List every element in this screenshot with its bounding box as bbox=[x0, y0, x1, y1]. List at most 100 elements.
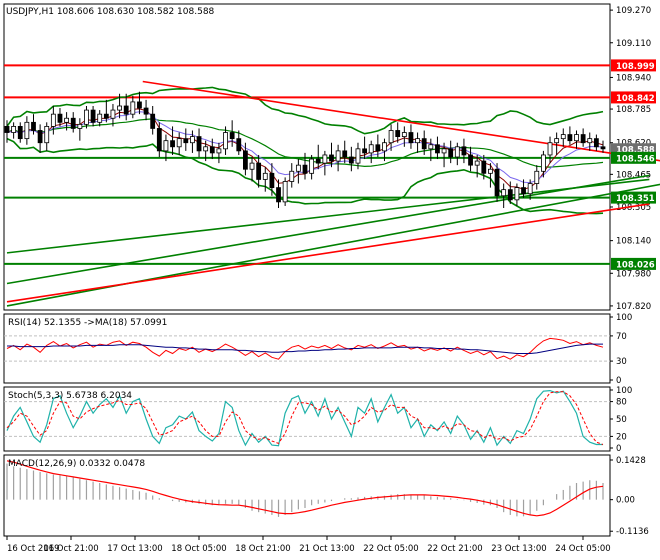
candle-body bbox=[461, 146, 467, 156]
macd-tick-label: -0.1136 bbox=[616, 527, 649, 537]
rsi-tick-label: 70 bbox=[616, 332, 627, 342]
trendline-red bbox=[6, 203, 650, 303]
candle-body bbox=[90, 109, 96, 123]
candle-body bbox=[176, 138, 182, 148]
candle-body bbox=[276, 187, 281, 203]
candle-body bbox=[428, 144, 434, 150]
candle-body bbox=[190, 136, 195, 144]
price-tick-label: 108.140 bbox=[616, 237, 651, 247]
rsi-tick-label: 100 bbox=[616, 313, 632, 323]
candle-body bbox=[501, 189, 507, 197]
candle-body bbox=[137, 101, 142, 109]
stoch-tick-label: 100 bbox=[616, 386, 632, 396]
candle-body bbox=[216, 148, 222, 154]
candle-body bbox=[322, 154, 328, 164]
price-tag-label: 108.546 bbox=[616, 154, 655, 164]
rsi-tick-label: 0 bbox=[616, 376, 621, 386]
candle-body bbox=[494, 168, 500, 197]
candle-body bbox=[580, 134, 586, 144]
price-tick-label: 109.270 bbox=[616, 6, 651, 16]
candle-body bbox=[593, 138, 599, 148]
candle-body bbox=[488, 168, 493, 174]
price-tag-bg bbox=[611, 151, 656, 164]
price-tick-label: 108.465 bbox=[616, 170, 651, 180]
price-tick-label: 108.785 bbox=[616, 105, 651, 115]
macd-tick-label: 0.00 bbox=[616, 496, 635, 506]
candle-body bbox=[448, 148, 454, 158]
price-tag-bg bbox=[611, 59, 656, 72]
candle-body bbox=[196, 136, 202, 152]
time-tick-label: 16 Oct 21:00 bbox=[43, 544, 98, 554]
candle-body bbox=[454, 146, 460, 158]
candle-body bbox=[262, 172, 268, 180]
price-tick-label: 107.980 bbox=[616, 269, 651, 279]
candle-body bbox=[421, 138, 427, 150]
candle-body bbox=[295, 164, 301, 172]
candle-body bbox=[441, 148, 447, 154]
candle-body bbox=[282, 181, 288, 203]
candle-body bbox=[375, 144, 381, 152]
candle-body bbox=[156, 128, 162, 152]
candle-body bbox=[123, 105, 129, 115]
candle-body bbox=[4, 126, 10, 133]
candle-body bbox=[600, 146, 606, 150]
rsi-info-label: RSI(14) 52.1355 ->MA(18) 57.0991 bbox=[8, 318, 167, 328]
candle-body bbox=[77, 123, 83, 129]
candle-body bbox=[183, 138, 189, 144]
candle-body bbox=[587, 138, 593, 144]
candle-body bbox=[408, 132, 414, 144]
candle-body bbox=[269, 172, 275, 189]
candle-body bbox=[507, 189, 513, 201]
candle-body bbox=[130, 101, 136, 115]
trendline-green bbox=[6, 178, 650, 254]
symbol-info-label: USDJPY,H1 108.606 108.630 108.582 108.58… bbox=[6, 7, 215, 17]
candle-body bbox=[249, 162, 255, 170]
candle-body bbox=[84, 109, 89, 125]
candle-body bbox=[117, 105, 122, 111]
candle-body bbox=[170, 140, 175, 148]
candle-body bbox=[368, 144, 374, 154]
candle-body bbox=[435, 144, 440, 154]
price-tag-label: 108.842 bbox=[616, 94, 655, 104]
candle-body bbox=[574, 134, 579, 142]
candle-body bbox=[401, 132, 407, 138]
stoch-info-label: Stoch(5,3,3) 5.6738 6.2034 bbox=[8, 391, 132, 401]
price-tag-label: 108.999 bbox=[616, 62, 655, 72]
candle-body bbox=[388, 130, 394, 144]
time-tick-label: 24 Oct 05:00 bbox=[555, 544, 610, 554]
candle-body bbox=[37, 130, 43, 144]
candle-body bbox=[302, 164, 308, 174]
candle-body bbox=[256, 162, 262, 180]
stoch-tick-label: 50 bbox=[616, 415, 627, 425]
candle-body bbox=[229, 132, 235, 140]
time-tick-label: 22 Oct 05:00 bbox=[363, 544, 418, 554]
candle-body bbox=[64, 117, 69, 123]
candle-body bbox=[355, 148, 361, 164]
macd-info-label: MACD(12,26,9) 0.0332 0.0478 bbox=[8, 459, 145, 469]
price-tick-label: 108.940 bbox=[616, 73, 651, 83]
candle-body bbox=[243, 150, 248, 170]
stoch-tick-label: 20 bbox=[616, 432, 627, 442]
candle-body bbox=[24, 121, 30, 140]
candle-body bbox=[103, 113, 109, 119]
price-tag-bg bbox=[611, 91, 656, 104]
stoch-signal-line bbox=[6, 391, 604, 445]
stoch-tick-label: 80 bbox=[616, 398, 627, 408]
candle-body bbox=[209, 146, 215, 154]
time-tick-label: 18 Oct 05:00 bbox=[171, 544, 226, 554]
candle-body bbox=[315, 158, 321, 164]
price-tag-bg bbox=[611, 191, 656, 204]
candle-body bbox=[143, 107, 149, 115]
candle-body bbox=[17, 126, 23, 140]
candle-body bbox=[474, 160, 480, 166]
price-tick-label: 107.820 bbox=[616, 302, 651, 312]
price-tag-bg bbox=[611, 257, 656, 270]
candle-body bbox=[342, 150, 348, 158]
candle-body bbox=[335, 150, 341, 162]
trendline-green bbox=[6, 174, 650, 285]
candle-body bbox=[395, 130, 401, 137]
candle-body bbox=[223, 132, 228, 150]
candle-body bbox=[514, 187, 520, 201]
